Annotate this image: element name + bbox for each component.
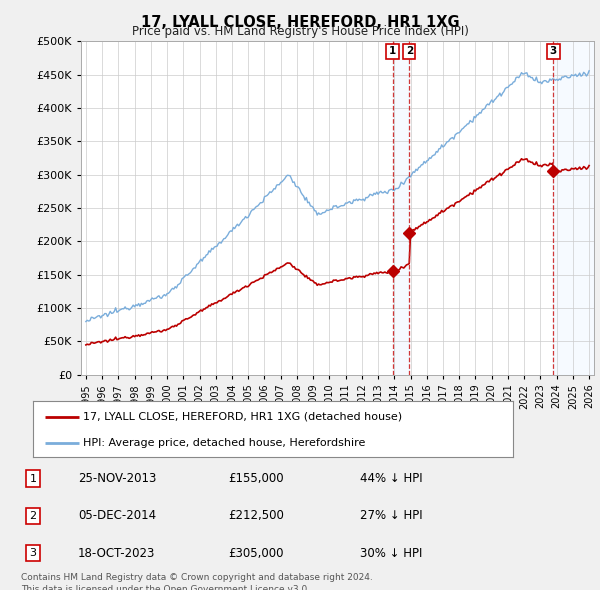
- Text: 17, LYALL CLOSE, HEREFORD, HR1 1XG (detached house): 17, LYALL CLOSE, HEREFORD, HR1 1XG (deta…: [83, 412, 403, 422]
- Text: 1: 1: [389, 46, 397, 56]
- Bar: [553, 41, 594, 375]
- Text: HPI: Average price, detached house, Herefordshire: HPI: Average price, detached house, Here…: [83, 438, 366, 448]
- Text: 25-NOV-2013: 25-NOV-2013: [78, 472, 157, 486]
- Text: 1: 1: [29, 474, 37, 484]
- Text: 2: 2: [406, 46, 413, 56]
- Text: 18-OCT-2023: 18-OCT-2023: [78, 546, 155, 560]
- Text: 05-DEC-2014: 05-DEC-2014: [78, 509, 156, 523]
- Text: £155,000: £155,000: [228, 472, 284, 486]
- Text: Contains HM Land Registry data © Crown copyright and database right 2024.
This d: Contains HM Land Registry data © Crown c…: [21, 573, 373, 590]
- Text: 3: 3: [29, 548, 37, 558]
- Text: 27% ↓ HPI: 27% ↓ HPI: [360, 509, 422, 523]
- Text: 17, LYALL CLOSE, HEREFORD, HR1 1XG: 17, LYALL CLOSE, HEREFORD, HR1 1XG: [140, 15, 460, 30]
- Text: 3: 3: [550, 46, 557, 56]
- Text: 2: 2: [29, 511, 37, 521]
- Text: 44% ↓ HPI: 44% ↓ HPI: [360, 472, 422, 486]
- Text: Price paid vs. HM Land Registry's House Price Index (HPI): Price paid vs. HM Land Registry's House …: [131, 25, 469, 38]
- Text: £212,500: £212,500: [228, 509, 284, 523]
- Text: £305,000: £305,000: [228, 546, 284, 560]
- Text: 30% ↓ HPI: 30% ↓ HPI: [360, 546, 422, 560]
- Bar: [392, 41, 409, 375]
